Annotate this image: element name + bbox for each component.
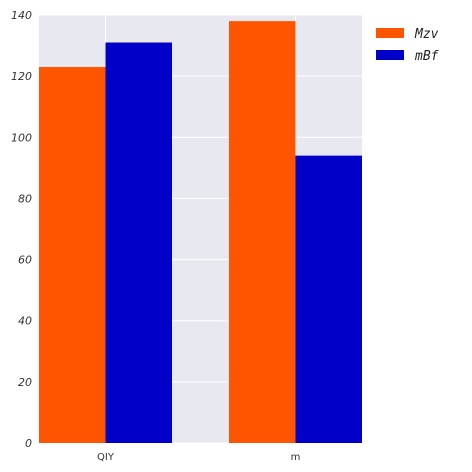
legend-swatch-Mzv [376,28,404,38]
bar-mBf-QIY [105,42,172,444]
y-axis-ticks: 0 20 40 60 80 100 120 140 [11,9,32,450]
x-tick-label: m [291,452,301,463]
bar-Mzv-m [229,21,296,443]
legend-label-mBf: mBf [414,49,439,64]
bar-mBf-m [295,155,362,443]
bars [39,21,362,444]
y-tick-label: 100 [11,131,32,144]
y-tick-label: 20 [18,376,32,389]
y-tick-label: 140 [11,9,32,22]
y-tick-label: 120 [11,70,32,83]
y-tick-label: 80 [18,192,32,205]
y-tick-label: 40 [18,315,32,328]
legend-label-Mzv: Mzv [414,27,439,42]
legend: Mzv mBf [376,27,439,64]
x-tick-label: QIY [97,452,115,463]
x-axis-ticks: QIY m [97,452,300,463]
y-tick-label: 0 [25,437,32,450]
bar-Mzv-QIY [39,66,106,443]
y-tick-label: 60 [18,254,32,267]
legend-swatch-mBf [376,50,404,60]
